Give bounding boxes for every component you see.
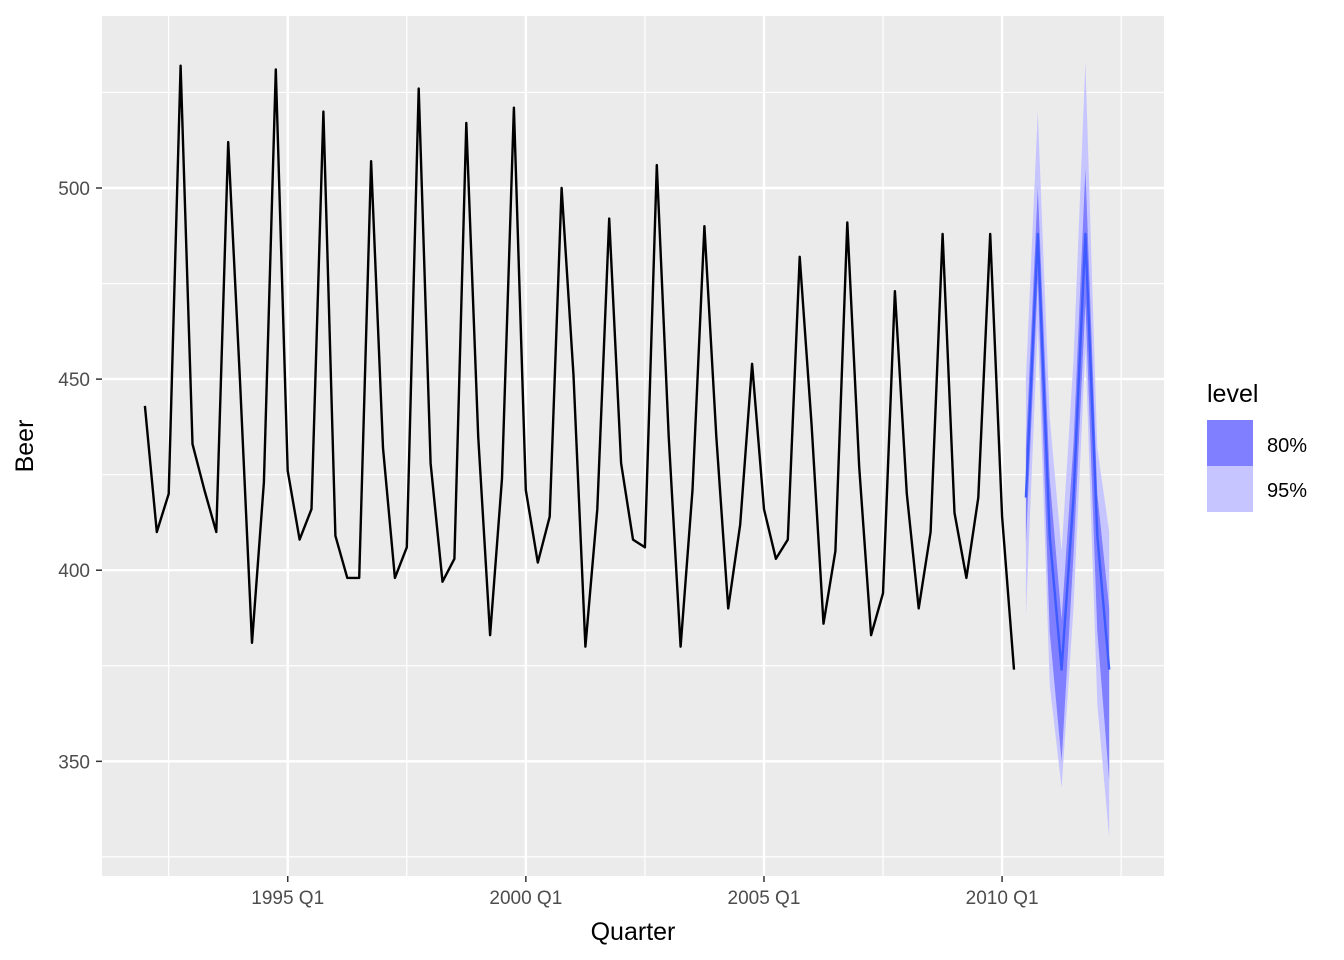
- legend-swatch-95: [1207, 466, 1253, 512]
- legend-label-95: 95%: [1267, 480, 1307, 502]
- y-axis-title: Beer: [11, 420, 39, 473]
- x-tick-label: 2000 Q1: [489, 888, 562, 909]
- x-tick-label: 2005 Q1: [728, 888, 801, 909]
- legend-swatch-80: [1207, 420, 1253, 466]
- legend-title: level: [1207, 380, 1258, 408]
- y-tick-label: 350: [58, 752, 90, 773]
- x-tick-label: 1995 Q1: [251, 888, 324, 909]
- forecast-intervals: [1024, 61, 1111, 838]
- forecast-mean-line: [1024, 232, 1111, 671]
- y-tick-label: 450: [58, 370, 90, 391]
- history-series: [143, 64, 1016, 670]
- y-tick-label: 500: [58, 179, 90, 200]
- plot-panel: [102, 16, 1164, 876]
- legend-label-80: 80%: [1267, 435, 1307, 457]
- legend: level 80% 95%: [1207, 380, 1307, 512]
- x-tick-label: 2010 Q1: [966, 888, 1039, 909]
- x-axis-title: Quarter: [591, 918, 676, 946]
- minor-gridlines: [102, 16, 1164, 876]
- y-tick-label: 400: [58, 561, 90, 582]
- beer-series-line: [143, 64, 1016, 670]
- y-axis: 350 400 450 500: [58, 179, 102, 773]
- x-axis: 1995 Q1 2000 Q1 2005 Q1 2010 Q1: [251, 876, 1039, 909]
